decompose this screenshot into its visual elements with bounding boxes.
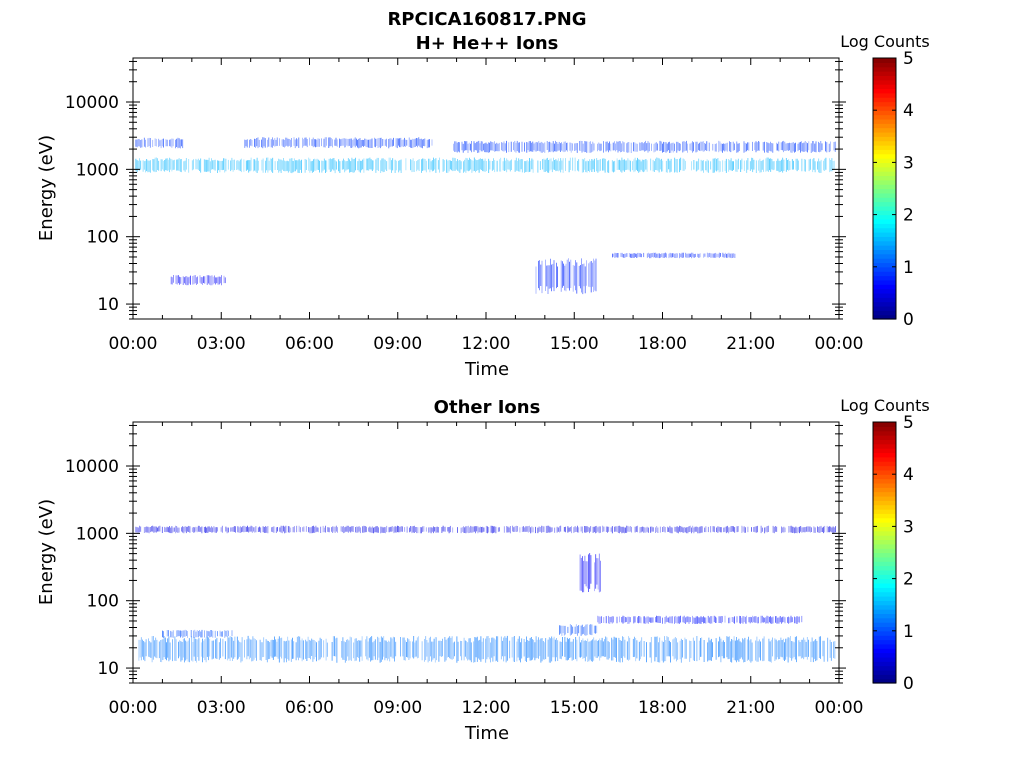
colorbar-tick-label: 0 <box>903 674 914 694</box>
colorbar-tick-label: 2 <box>903 206 914 226</box>
energy-band <box>161 629 233 638</box>
x-axis-label: Time <box>464 359 509 380</box>
energy-band <box>135 525 836 534</box>
energy-band <box>135 157 835 174</box>
x-tick-label: 21:00 <box>726 698 775 718</box>
y-tick-label: 1000 <box>76 160 119 180</box>
colorbar-frame <box>872 57 897 320</box>
energy-band <box>612 252 736 259</box>
x-tick-label: 09:00 <box>373 698 422 718</box>
energy-band <box>597 615 803 624</box>
x-tick-label: 15:00 <box>550 334 599 354</box>
x-tick-label: 00:00 <box>109 698 158 718</box>
y-axis-label: Energy (eV) <box>36 499 57 605</box>
x-tick-label: 12:00 <box>462 334 511 354</box>
energy-band <box>244 137 433 149</box>
colorbar-tick-label: 0 <box>903 310 914 330</box>
x-axis: 00:00 03:00 06:00 09:00 12:00 15:00 18:00 21:00… <box>109 58 864 354</box>
colorbar-tick-label: 4 <box>903 101 914 121</box>
colorbar-tick-label: 5 <box>903 49 914 69</box>
spectrogram-data <box>135 137 836 295</box>
colorbar-tick-label: 4 <box>903 465 914 485</box>
y-tick-label: 10 <box>97 659 119 679</box>
x-axis: 00:00 03:00 06:00 09:00 12:00 15:00 18:00 21:00… <box>109 422 864 718</box>
x-axis-label: Time <box>464 723 509 744</box>
colorbar-label: Log Counts <box>840 32 930 51</box>
energy-band <box>453 140 836 153</box>
energy-band <box>579 553 601 593</box>
x-tick-label: 12:00 <box>462 698 511 718</box>
y-tick-label: 100 <box>87 228 119 248</box>
x-tick-label: 18:00 <box>638 334 687 354</box>
x-tick-label: 00:00 <box>815 698 864 718</box>
energy-band <box>135 137 184 149</box>
y-axis: 10 100 1000 10000 <box>65 424 846 684</box>
spectrogram-data <box>135 525 836 663</box>
colorbar-tick-label: 5 <box>903 413 914 433</box>
energy-band <box>535 258 597 295</box>
colorbar-tick-label: 1 <box>903 258 914 278</box>
colorbar-tick-label: 1 <box>903 622 914 642</box>
y-tick-label: 100 <box>87 592 119 612</box>
colorbar-label: Log Counts <box>840 396 930 415</box>
plot-frame <box>132 57 840 320</box>
colorbar: 0 1 2 3 4 5 <box>872 413 914 694</box>
colorbar-tick-label: 3 <box>903 517 914 537</box>
colorbar-tick-label: 2 <box>903 570 914 590</box>
x-tick-label: 03:00 <box>197 698 246 718</box>
y-tick-label: 10000 <box>65 93 119 113</box>
y-axis: 10 100 1000 10000 <box>65 60 846 320</box>
energy-band <box>138 635 836 663</box>
x-tick-label: 09:00 <box>373 334 422 354</box>
energy-band <box>170 275 226 286</box>
colorbar-frame <box>872 421 897 684</box>
x-tick-label: 18:00 <box>638 698 687 718</box>
panel-title: Other Ions <box>434 397 541 418</box>
y-tick-label: 10 <box>97 295 119 315</box>
x-tick-label: 00:00 <box>815 334 864 354</box>
y-axis-label: Energy (eV) <box>36 135 57 241</box>
energy-band <box>559 624 598 636</box>
colorbar: 0 1 2 3 4 5 <box>872 49 914 330</box>
x-tick-label: 00:00 <box>109 334 158 354</box>
x-tick-label: 06:00 <box>285 698 334 718</box>
colorbar-tick-label: 3 <box>903 153 914 173</box>
figure-title: RPCICA160817.PNG <box>387 9 586 30</box>
panel-title: H+ He++ Ions <box>416 33 559 54</box>
x-tick-label: 21:00 <box>726 334 775 354</box>
x-tick-label: 15:00 <box>550 698 599 718</box>
x-tick-label: 06:00 <box>285 334 334 354</box>
y-tick-label: 1000 <box>76 524 119 544</box>
y-tick-label: 10000 <box>65 457 119 477</box>
x-tick-label: 03:00 <box>197 334 246 354</box>
